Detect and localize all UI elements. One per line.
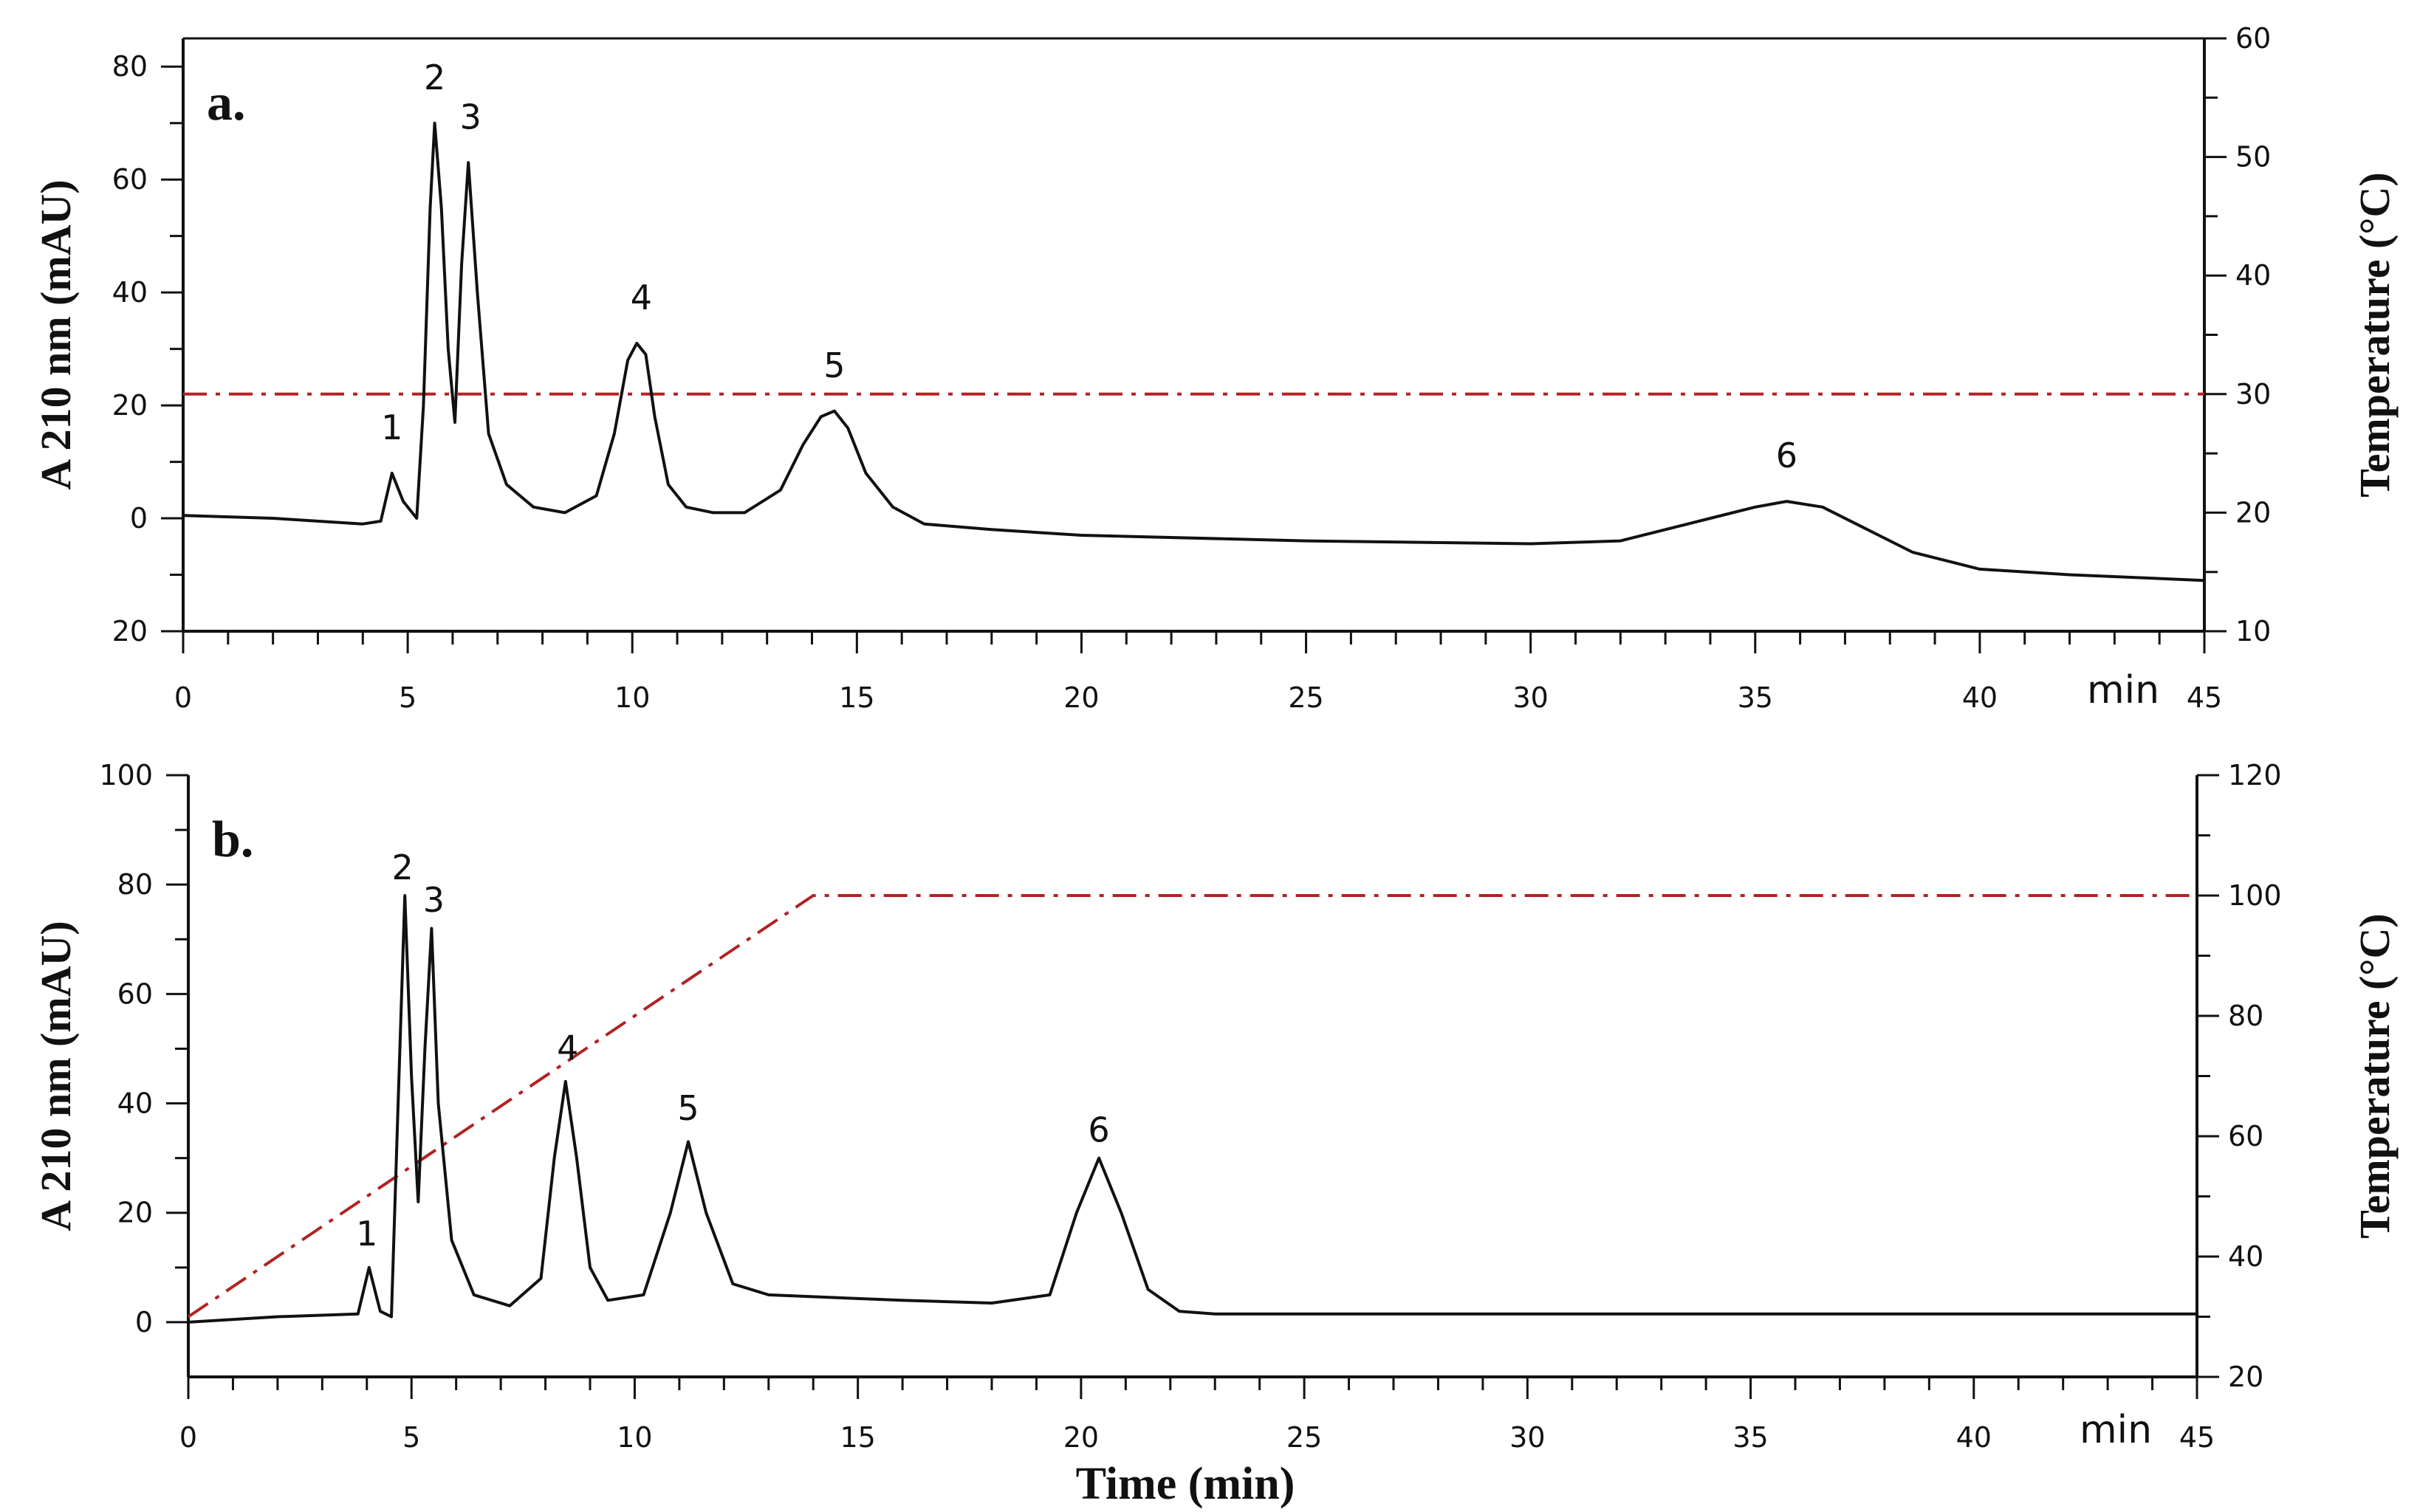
peak-label: 2 xyxy=(391,848,413,887)
x-tick-label: 0 xyxy=(179,1421,197,1454)
y2-axis-title: Temperature (°C) xyxy=(2351,913,2399,1238)
y2-tick-label: 40 xyxy=(2228,1240,2263,1273)
y2-tick-label: 120 xyxy=(2228,759,2282,791)
peak-label: 1 xyxy=(381,408,402,447)
peak-label: 4 xyxy=(631,278,652,317)
y2-tick-label: 80 xyxy=(2228,1000,2263,1032)
y2-tick-label: 20 xyxy=(2235,496,2271,529)
y2-tick-label: 10 xyxy=(2235,615,2271,647)
y-tick-label: 60 xyxy=(112,163,148,196)
x-tick-label: 20 xyxy=(1063,1421,1099,1454)
peak-label: 5 xyxy=(823,346,845,385)
peak-label: 3 xyxy=(460,97,481,137)
x-axis-title: Time (min) xyxy=(1076,1459,1295,1509)
peak-label: 2 xyxy=(424,58,445,97)
y2-tick-label: 40 xyxy=(2235,259,2271,292)
x-tick-label: 35 xyxy=(1732,1421,1768,1454)
y2-tick-label: 20 xyxy=(2228,1361,2263,1393)
x-tick-label: 25 xyxy=(1286,1421,1322,1454)
absorbance-trace xyxy=(182,121,2205,583)
x-tick-label: 45 xyxy=(2179,1421,2215,1454)
peak-label: 1 xyxy=(356,1214,377,1254)
peak-label: 5 xyxy=(677,1088,699,1128)
x-tick-label: 10 xyxy=(617,1421,652,1454)
y-tick-label: 0 xyxy=(135,1306,153,1339)
x-tick-label: 0 xyxy=(174,681,192,714)
absorbance-trace xyxy=(188,894,2197,1324)
y2-tick-label: 30 xyxy=(2235,378,2271,410)
y-tick-label: 40 xyxy=(117,1087,153,1120)
x-tick-label: 20 xyxy=(1063,681,1099,714)
panel-label: b. xyxy=(212,811,253,868)
x-tick-label: 30 xyxy=(1509,1421,1545,1454)
y-tick-label: 20 xyxy=(112,615,148,647)
x-tick-label: 40 xyxy=(1956,1421,1992,1454)
x-tick-label: 45 xyxy=(2187,681,2222,714)
panel-b: 0 5 10 15 20 25 30 35 40 45min1008060402002040608… xyxy=(32,759,2399,1454)
y2-tick-label: 60 xyxy=(2235,22,2271,55)
y-tick-label: 60 xyxy=(117,977,153,1010)
y-tick-label: 20 xyxy=(117,1197,153,1229)
y2-tick-label: 100 xyxy=(2228,879,2282,912)
y2-axis-title: Temperature (°C) xyxy=(2351,172,2399,497)
peak-label: 6 xyxy=(1088,1110,1109,1150)
y-tick-label: 80 xyxy=(117,868,153,901)
peak-label: 3 xyxy=(423,880,445,920)
y-tick-label: 100 xyxy=(99,759,153,791)
x-tick-label: 35 xyxy=(1738,681,1773,714)
x-tick-label: 15 xyxy=(839,681,874,714)
x-unit-label: min xyxy=(2087,668,2159,712)
y-tick-label: 40 xyxy=(112,276,148,309)
y2-tick-label: 60 xyxy=(2228,1120,2263,1152)
peak-label: 4 xyxy=(557,1028,578,1068)
x-tick-label: 40 xyxy=(1962,681,1998,714)
y-tick-label: 20 xyxy=(112,389,148,422)
y-axis-title: A 210 nm (mAU) xyxy=(32,921,80,1231)
x-tick-label: 5 xyxy=(402,1421,420,1454)
x-tick-label: 5 xyxy=(399,681,417,714)
y2-tick-label: 50 xyxy=(2235,141,2271,173)
x-tick-label: 15 xyxy=(840,1421,875,1454)
x-tick-label: 30 xyxy=(1512,681,1548,714)
peak-label: 6 xyxy=(1776,436,1797,475)
x-unit-label: min xyxy=(2080,1408,2152,1452)
x-tick-label: 25 xyxy=(1288,681,1323,714)
y-axis-title: A 210 nm (mAU) xyxy=(32,179,80,489)
x-tick-label: 10 xyxy=(614,681,650,714)
panel-label: a. xyxy=(207,75,246,131)
y-tick-label: 80 xyxy=(112,50,148,83)
y-tick-label: 0 xyxy=(130,502,148,535)
